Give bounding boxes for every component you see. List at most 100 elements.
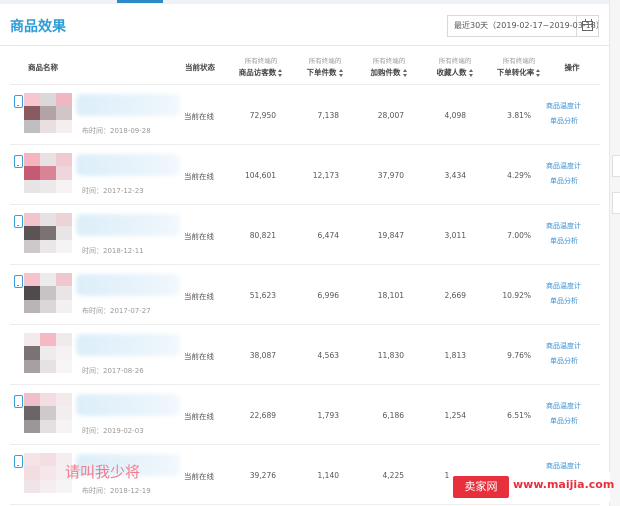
product-title-blurred[interactable] bbox=[76, 274, 180, 296]
product-title-blurred[interactable] bbox=[76, 394, 180, 416]
cart-cell: 28,007 bbox=[377, 111, 404, 120]
product-title-blurred[interactable] bbox=[76, 214, 180, 236]
cart-cell: 6,186 bbox=[382, 411, 404, 420]
favorites-cell: 3,434 bbox=[444, 171, 466, 180]
orders-cell: 12,173 bbox=[312, 171, 339, 180]
sort-icon[interactable] bbox=[468, 69, 474, 77]
column-header-actions: 操作 bbox=[564, 63, 580, 72]
favorites-cell: 1,254 bbox=[444, 411, 466, 420]
product-title-blurred[interactable] bbox=[76, 94, 180, 116]
conversion-cell: 3.81% bbox=[507, 111, 531, 120]
visitors-cell: 80,821 bbox=[249, 231, 276, 240]
phone-icon bbox=[14, 215, 23, 228]
heatmap-link[interactable]: 商品温度计 bbox=[546, 162, 581, 170]
analysis-link[interactable]: 单品分析 bbox=[550, 117, 578, 125]
calendar-icon bbox=[582, 19, 593, 31]
column-header-visitors[interactable]: 所有终端的 商品访客数 bbox=[236, 56, 286, 78]
product-thumbnail[interactable] bbox=[24, 213, 72, 253]
product-title-blurred[interactable] bbox=[76, 154, 180, 176]
favorites-cell: 2,669 bbox=[444, 291, 466, 300]
heatmap-link[interactable]: 商品温度计 bbox=[546, 282, 581, 290]
page-title: 商品效果 bbox=[10, 19, 66, 35]
analysis-link[interactable]: 单品分析 bbox=[550, 417, 578, 425]
column-header-cart[interactable]: 所有终端的 加购件数 bbox=[364, 56, 414, 78]
analysis-link[interactable]: 单品分析 bbox=[550, 177, 578, 185]
status-cell: 当前在线 bbox=[184, 352, 214, 361]
conversion-cell: 10.92% bbox=[502, 291, 531, 300]
column-header-conversion[interactable]: 所有终端的 下单转化率 bbox=[492, 56, 546, 78]
visitors-cell: 72,950 bbox=[249, 111, 276, 120]
table-row: 布时间：2018-12-19 当前在线 39,276 1,140 4,225 1… bbox=[10, 445, 600, 505]
maijia-url: www.maijia.com bbox=[513, 478, 615, 491]
publish-time: 布时间：2018-09-28 bbox=[82, 127, 151, 135]
product-title-blurred[interactable] bbox=[76, 334, 180, 356]
orders-cell: 4,563 bbox=[317, 351, 339, 360]
heatmap-link[interactable]: 商品温度计 bbox=[546, 222, 581, 230]
conversion-cell: 4.29% bbox=[507, 171, 531, 180]
publish-time: 时间：2018-12-11 bbox=[82, 247, 144, 255]
column-header-favorites[interactable]: 所有终端的 收藏人数 bbox=[430, 56, 480, 78]
status-cell: 当前在线 bbox=[184, 172, 214, 181]
visitors-cell: 104,601 bbox=[244, 171, 276, 180]
status-cell: 当前在线 bbox=[184, 112, 214, 121]
heatmap-link[interactable]: 商品温度计 bbox=[546, 402, 581, 410]
date-range-selector[interactable]: 最近30天（2019-02-17~2019-03-18） bbox=[447, 15, 604, 37]
publish-time: 时间：2017-12-23 bbox=[82, 187, 144, 195]
publish-time: 布时间：2017-07-27 bbox=[82, 307, 151, 315]
conversion-cell: 9.76% bbox=[507, 351, 531, 360]
column-header-product-name: 商品名称 bbox=[28, 63, 58, 72]
favorites-cell: 3,011 bbox=[444, 231, 466, 240]
product-title-blurred[interactable] bbox=[76, 454, 180, 476]
sort-icon[interactable] bbox=[402, 69, 408, 77]
table-row: 布时间：2017-07-27 当前在线 51,623 6,996 18,101 … bbox=[10, 265, 600, 325]
analysis-link[interactable]: 单品分析 bbox=[550, 357, 578, 365]
heatmap-link[interactable]: 商品温度计 bbox=[546, 462, 581, 470]
publish-time: 布时间：2018-12-19 bbox=[82, 487, 151, 495]
table-row: 时间：2019-02-03 当前在线 22,689 1,793 6,186 1,… bbox=[10, 385, 600, 445]
conversion-cell: 6.51% bbox=[507, 411, 531, 420]
status-cell: 当前在线 bbox=[184, 292, 214, 301]
status-cell: 当前在线 bbox=[184, 472, 214, 481]
column-header-orders[interactable]: 所有终端的 下单件数 bbox=[300, 56, 350, 78]
side-panel-tab[interactable] bbox=[612, 192, 620, 214]
calendar-button[interactable] bbox=[577, 15, 599, 37]
product-thumbnail[interactable] bbox=[24, 393, 72, 433]
table-row: 布时间：2018-09-28 当前在线 72,950 7,138 28,007 … bbox=[10, 85, 600, 145]
heatmap-link[interactable]: 商品温度计 bbox=[546, 102, 581, 110]
analysis-link[interactable]: 单品分析 bbox=[550, 297, 578, 305]
product-thumbnail[interactable] bbox=[24, 93, 72, 133]
sort-icon[interactable] bbox=[278, 69, 283, 77]
phone-icon bbox=[14, 275, 23, 288]
phone-icon bbox=[14, 155, 23, 168]
phone-icon bbox=[14, 395, 23, 408]
product-thumbnail[interactable] bbox=[24, 153, 72, 193]
visitors-cell: 22,689 bbox=[249, 411, 276, 420]
visitors-cell: 51,623 bbox=[249, 291, 276, 300]
header-divider bbox=[10, 84, 600, 85]
orders-cell: 6,996 bbox=[317, 291, 339, 300]
active-nav-indicator bbox=[117, 0, 163, 3]
heatmap-link[interactable]: 商品温度计 bbox=[546, 342, 581, 350]
column-header-status: 当前状态 bbox=[185, 63, 215, 72]
top-navigation-strip bbox=[0, 0, 620, 4]
analysis-link[interactable]: 单品分析 bbox=[550, 237, 578, 245]
cart-cell: 11,830 bbox=[377, 351, 404, 360]
cart-cell: 4,225 bbox=[382, 471, 404, 480]
status-cell: 当前在线 bbox=[184, 412, 214, 421]
orders-cell: 6,474 bbox=[317, 231, 339, 240]
product-thumbnail[interactable] bbox=[24, 273, 72, 313]
table-row: 时间：2018-12-11 当前在线 80,821 6,474 19,847 3… bbox=[10, 205, 600, 265]
cart-cell: 19,847 bbox=[377, 231, 404, 240]
favorites-cell: 4,098 bbox=[444, 111, 466, 120]
panel-header: 商品效果 最近30天（2019-02-17~2019-03-18） bbox=[0, 4, 609, 46]
right-side-panel bbox=[609, 0, 620, 506]
sort-icon[interactable] bbox=[338, 69, 344, 77]
conversion-cell: 7.00% bbox=[507, 231, 531, 240]
side-panel-tab[interactable] bbox=[612, 155, 620, 177]
table-row: 时间：2017-08-26 当前在线 38,087 4,563 11,830 1… bbox=[10, 325, 600, 385]
publish-time: 时间：2019-02-03 bbox=[82, 427, 144, 435]
sort-icon[interactable] bbox=[536, 69, 541, 77]
product-thumbnail[interactable] bbox=[24, 333, 72, 373]
product-thumbnail[interactable] bbox=[24, 453, 72, 493]
orders-cell: 1,140 bbox=[317, 471, 339, 480]
